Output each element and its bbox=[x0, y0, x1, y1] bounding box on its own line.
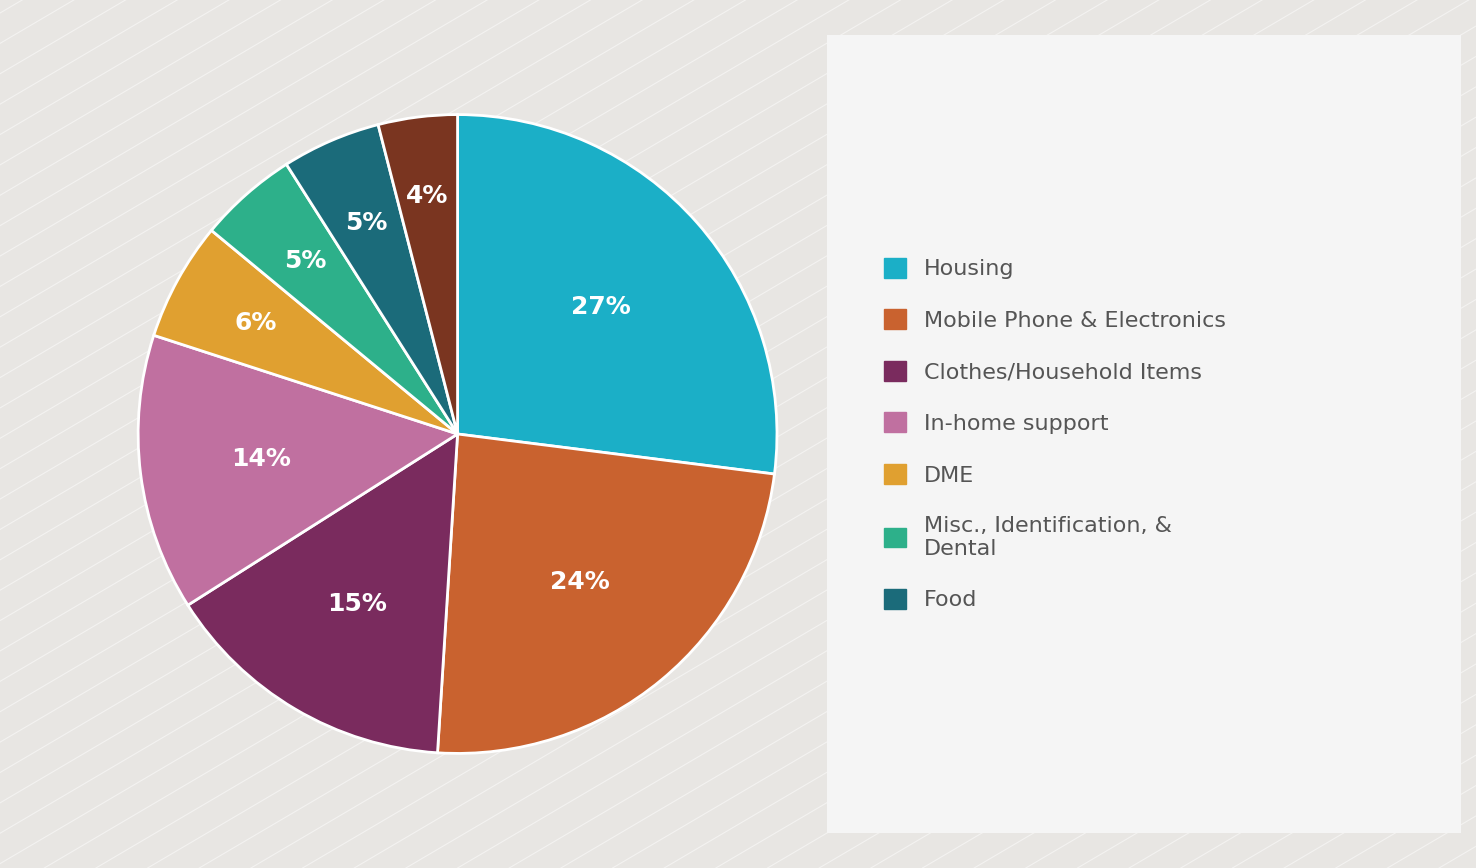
Wedge shape bbox=[187, 434, 458, 753]
Wedge shape bbox=[286, 125, 458, 434]
Wedge shape bbox=[139, 335, 458, 605]
Text: 5%: 5% bbox=[345, 211, 387, 235]
Wedge shape bbox=[154, 230, 458, 434]
Text: 15%: 15% bbox=[326, 593, 387, 616]
Text: 24%: 24% bbox=[551, 569, 610, 594]
Text: 27%: 27% bbox=[571, 295, 632, 319]
Wedge shape bbox=[458, 115, 776, 474]
Text: 6%: 6% bbox=[235, 312, 277, 335]
Wedge shape bbox=[378, 115, 458, 434]
Text: 14%: 14% bbox=[232, 447, 291, 470]
Text: 4%: 4% bbox=[406, 184, 449, 208]
Legend: Housing, Mobile Phone & Electronics, Clothes/Household Items, In-home support, D: Housing, Mobile Phone & Electronics, Clo… bbox=[884, 258, 1227, 610]
Text: 5%: 5% bbox=[285, 249, 326, 273]
Wedge shape bbox=[437, 434, 775, 753]
Wedge shape bbox=[211, 164, 458, 434]
